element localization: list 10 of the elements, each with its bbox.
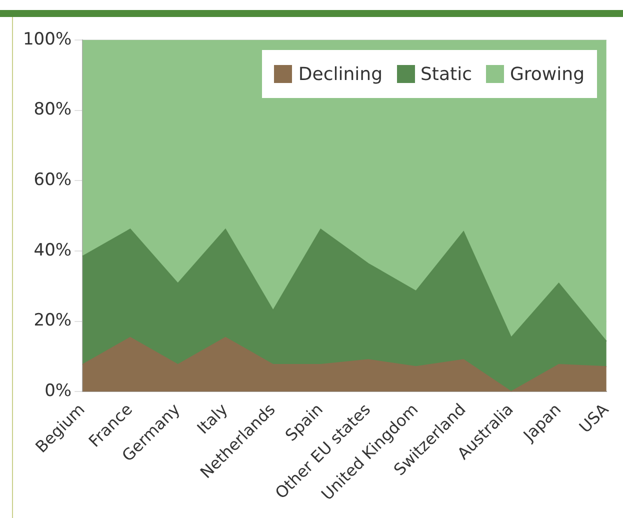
y-tick-label: 100% — [22, 29, 72, 50]
y-tick-label: 40% — [34, 240, 72, 260]
legend-label: Static — [420, 64, 472, 84]
y-tick-label: 0% — [44, 381, 72, 402]
legend-label: Growing — [508, 64, 584, 84]
y-tick-label: 60% — [34, 170, 72, 190]
legend-label: Declining — [297, 64, 382, 84]
y-tick-label: 20% — [34, 310, 72, 331]
x-tick-label: USA — [575, 400, 612, 437]
y-tick-label: 80% — [34, 100, 72, 120]
